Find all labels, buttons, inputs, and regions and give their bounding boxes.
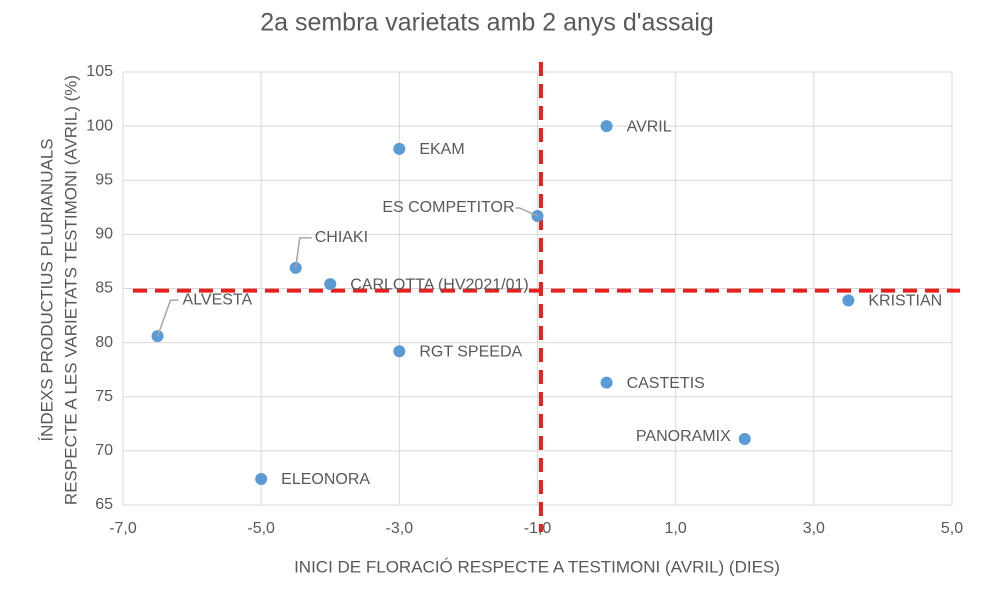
point [738,432,751,445]
y-tick-label: 90 [95,226,113,243]
y-axis-title: ÍNDEXS PRODUCTIUS PLURIANUALS [37,138,56,441]
point [393,142,406,155]
point-label: ALVESTA [183,291,253,308]
point-label: PANORAMIX [636,428,731,445]
point [600,120,613,133]
point [600,376,613,389]
leader-line [294,237,312,269]
x-tick-label: 1,0 [665,520,687,537]
x-tick-label: 3,0 [803,520,825,537]
leader-line [515,207,538,217]
point-label: AVRIL [627,118,672,135]
point [324,278,337,291]
y-axis-title: RESPECTE A LES VARIETATS TESTIMONI (AVRI… [61,75,80,505]
x-axis-title: INICI DE FLORACIÓ RESPECTE A TESTIMONI (… [294,557,780,576]
y-tick-label: 70 [95,442,113,459]
point-label: KRISTIAN [868,293,942,310]
x-tick-label: -1,0 [524,520,552,537]
point-label: CARLOTTA (HV2021/01) [350,276,528,293]
y-tick-label: 85 [95,280,113,297]
chart-title: 2a sembra varietats amb 2 anys d'assaig [260,9,714,37]
x-tick-label: 5,0 [941,520,963,537]
point-label: ELEONORA [281,471,370,488]
point-label: CASTETIS [627,375,705,392]
y-tick-label: 80 [95,334,113,351]
y-tick-label: 95 [95,171,113,188]
y-tick-label: 105 [86,63,113,80]
y-tick-label: 100 [86,117,113,134]
point [255,473,268,486]
y-tick-label: 65 [95,496,113,513]
point-label: CHIAKI [315,229,368,246]
point-label: RGT SPEEDA [419,344,522,361]
x-tick-label: -5,0 [247,520,275,537]
x-tick-label: -3,0 [386,520,414,537]
point-label: ES COMPETITOR [382,199,514,216]
y-tick-label: 75 [95,388,113,405]
leader-line [156,299,179,337]
point [842,294,855,307]
x-tick-label: -7,0 [109,520,137,537]
point [393,345,406,358]
point-label: EKAM [419,141,464,158]
